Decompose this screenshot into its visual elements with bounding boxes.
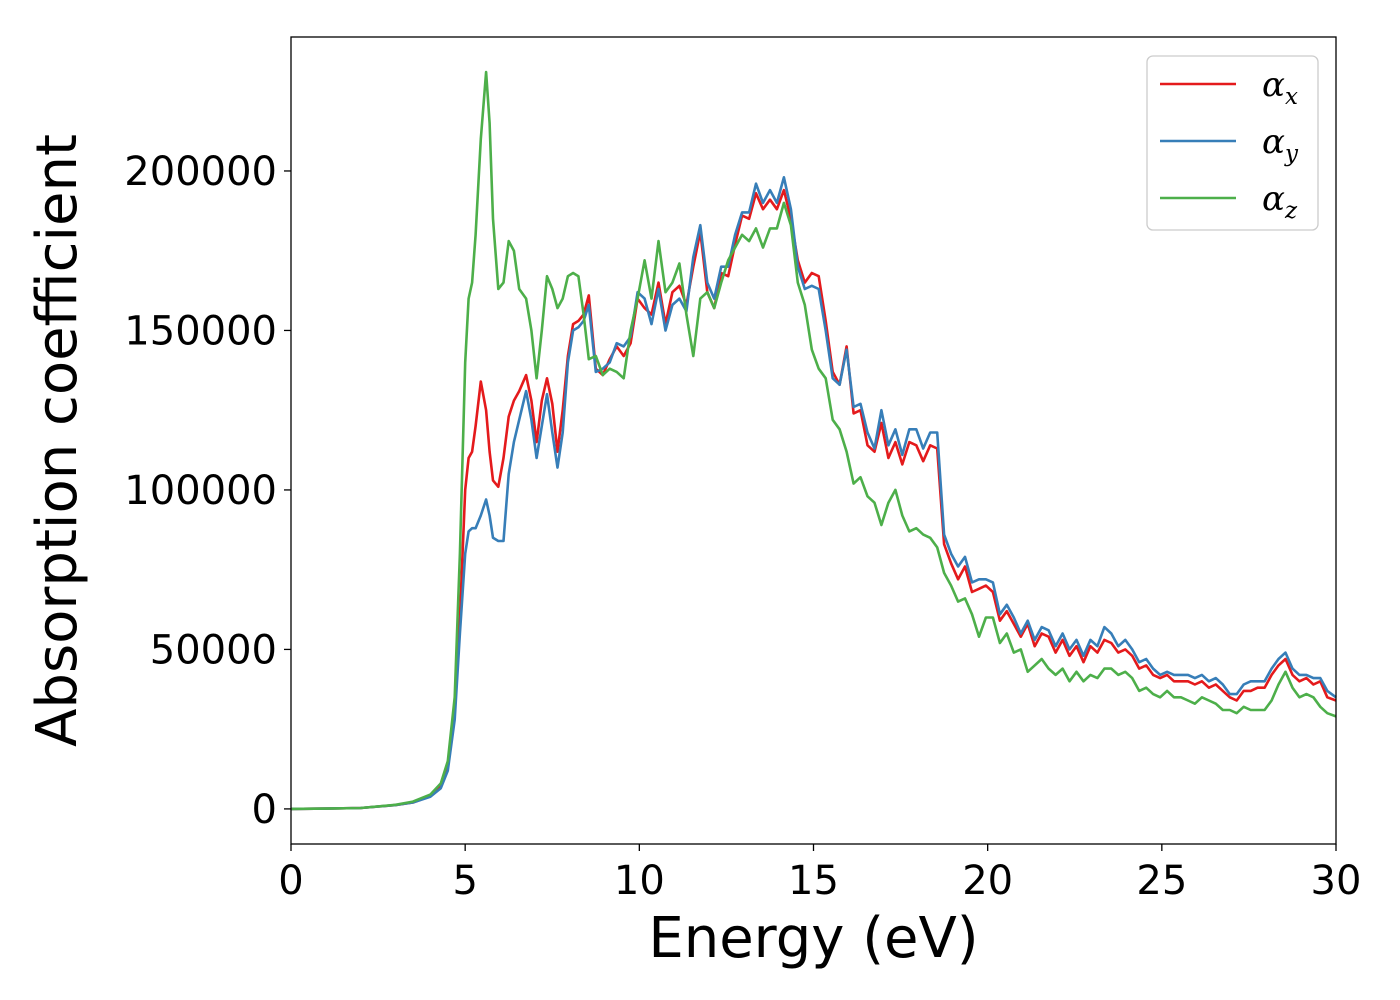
y-tick-label: 200000	[124, 149, 277, 195]
y-axis-label: Absorption coefficient	[25, 134, 90, 747]
series-line-y	[290, 176, 1337, 811]
x-tick-label: 15	[788, 858, 839, 904]
x-tick-label: 10	[614, 858, 665, 904]
legend-box	[1146, 55, 1319, 231]
series-line-z	[290, 70, 1337, 811]
x-tick-label: 30	[1311, 858, 1362, 904]
y-tick-label: 100000	[124, 468, 277, 514]
x-tick-label: 5	[452, 858, 477, 904]
x-tick-label: 25	[1136, 858, 1187, 904]
y-tick-label: 150000	[124, 308, 277, 354]
x-axis-label: Energy (eV)	[648, 906, 978, 971]
y-axis-ticks: 0 50000 100000 150000 200000	[124, 149, 291, 833]
x-tick-label: 0	[278, 858, 303, 904]
series-layer	[290, 70, 1337, 811]
x-tick-label: 20	[962, 858, 1013, 904]
y-tick-label: 0	[252, 787, 277, 833]
y-tick-label: 50000	[150, 627, 277, 673]
x-axis-ticks: 0 5 10 15 20 25 30	[278, 844, 1361, 904]
